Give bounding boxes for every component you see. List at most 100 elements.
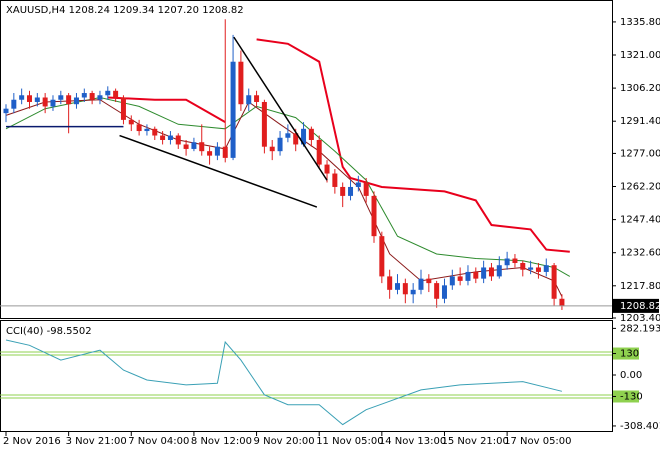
x-tick-label: 9 Nov 20:00: [254, 436, 315, 447]
main-panel: [0, 0, 613, 319]
candle-body: [261, 101, 267, 147]
candle-body: [332, 173, 338, 187]
indicator-line: [107, 38, 570, 253]
candle-body: [269, 146, 275, 152]
candle-body: [528, 267, 534, 270]
candle-body: [58, 95, 64, 100]
candle-body: [465, 271, 471, 281]
candle-body: [426, 278, 432, 284]
candle-body: [50, 99, 56, 107]
y-tick-label: 282.1935: [620, 323, 660, 334]
y-tick-label: 1291.40: [620, 116, 660, 127]
candle-body: [543, 265, 549, 272]
y-tick-label: 1232.60: [620, 248, 660, 259]
candle-body: [160, 135, 166, 140]
level-box: [613, 347, 639, 360]
candle-body: [379, 236, 385, 277]
candle-body: [207, 151, 213, 156]
candle-body: [81, 93, 87, 98]
candle-body: [316, 139, 322, 165]
candle-body: [199, 142, 205, 152]
candle-body: [230, 61, 236, 158]
candle-body: [504, 258, 510, 266]
candle-body: [214, 146, 220, 156]
y-tick-label: 1277.00: [620, 148, 660, 159]
x-tick-label: 3 Nov 21:00: [66, 436, 127, 447]
candle-body: [3, 108, 9, 114]
candle-body: [136, 124, 142, 132]
candle-body: [144, 128, 150, 132]
candle-body: [73, 97, 79, 105]
candle-body: [395, 283, 400, 290]
x-tick-label: 11 Nov 05:00: [316, 436, 383, 447]
candle-body: [277, 137, 283, 152]
y-tick-label: 1247.40: [620, 215, 660, 226]
candle-body: [441, 285, 447, 299]
candle-body: [410, 289, 416, 295]
candle-body: [222, 146, 228, 158]
candle-body: [308, 128, 314, 140]
candle-body: [34, 97, 40, 102]
y-tick-label: 1335.80: [620, 17, 660, 28]
candle-body: [246, 95, 252, 105]
candle-body: [481, 267, 487, 279]
candle-body: [175, 135, 181, 145]
candle-body: [535, 267, 541, 272]
y-tick-label: 1217.80: [620, 281, 660, 292]
candle-body: [559, 298, 565, 306]
y-tick-label: 130: [620, 349, 639, 360]
candle-body: [191, 142, 197, 149]
candle-body: [512, 258, 518, 263]
last-price-label: 1208.82: [620, 301, 660, 312]
y-tick-label: -308.401: [620, 421, 660, 432]
candle-body: [128, 119, 134, 125]
y-tick-label: 1306.20: [620, 83, 660, 94]
y-tick-label: 1203.40: [620, 313, 660, 324]
trendline: [233, 36, 328, 181]
candle-body: [355, 182, 361, 187]
x-tick-label: 17 Nov 05:00: [504, 436, 571, 447]
candle-body: [434, 283, 440, 299]
candle-body: [120, 97, 126, 120]
candle-body: [301, 128, 307, 145]
level-box: [613, 390, 639, 403]
candle-body: [285, 133, 291, 138]
candle-body: [19, 95, 25, 100]
x-tick-label: 7 Nov 04:00: [128, 436, 189, 447]
x-tick-label: 15 Nov 21:00: [441, 436, 508, 447]
candle-body: [551, 265, 557, 299]
y-tick-label: 0.00: [620, 370, 642, 381]
y-tick-label: 1321.00: [620, 50, 660, 61]
candle-body: [363, 182, 369, 196]
candle-body: [324, 164, 330, 174]
candle-body: [238, 61, 244, 105]
candle-body: [152, 128, 158, 136]
x-tick-label: 2 Nov 2016: [3, 436, 61, 447]
candle-body: [293, 133, 299, 145]
indicator-panel: [0, 320, 613, 432]
trendline: [119, 134, 318, 208]
candle-body: [488, 267, 494, 277]
candle-body: [97, 95, 103, 100]
candle-body: [473, 271, 479, 279]
candle-body: [387, 276, 393, 290]
y-tick-label: 1262.20: [620, 182, 660, 193]
chart-title: XAUUSD,H4 1208.24 1209.34 1207.20 1208.8…: [6, 5, 244, 16]
candle-body: [496, 265, 502, 277]
candle-body: [457, 276, 463, 281]
candle-body: [402, 283, 408, 295]
candle-body: [42, 97, 48, 107]
cci-line: [5, 339, 563, 426]
y-tick-label: -130: [620, 391, 643, 402]
x-tick-label: 8 Nov 12:00: [191, 436, 252, 447]
candle-body: [340, 186, 346, 196]
candle-body: [254, 95, 260, 102]
candle-body: [449, 276, 455, 286]
candle-body: [11, 99, 17, 109]
last-price-box: [613, 298, 659, 313]
candle-body: [348, 186, 354, 196]
candle-body: [183, 144, 189, 149]
